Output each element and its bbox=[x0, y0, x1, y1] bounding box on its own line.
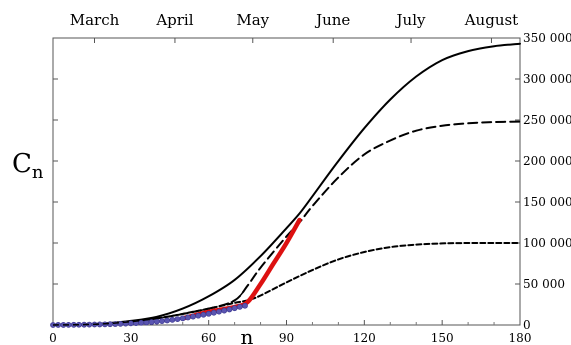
y-tick-label: 100 000 bbox=[523, 236, 571, 250]
month-label: May bbox=[236, 11, 269, 29]
month-label: March bbox=[70, 11, 120, 29]
data-point bbox=[205, 310, 212, 317]
data-point bbox=[210, 309, 217, 316]
series-line-dotted bbox=[52, 241, 521, 326]
data-point bbox=[195, 312, 202, 319]
y-tick-label: 0 bbox=[523, 318, 531, 332]
month-label: June bbox=[314, 11, 350, 29]
x-tick-label: 60 bbox=[201, 331, 216, 345]
data-point bbox=[174, 316, 181, 322]
data-point bbox=[216, 308, 222, 315]
data-point bbox=[179, 315, 186, 322]
data-point bbox=[231, 305, 238, 312]
data-point bbox=[127, 320, 134, 327]
data-point bbox=[117, 320, 124, 327]
data-point bbox=[236, 303, 243, 310]
data-point bbox=[153, 318, 160, 325]
data-point bbox=[226, 306, 233, 313]
observed-points bbox=[50, 285, 249, 328]
y-tick-label: 150 000 bbox=[523, 195, 571, 209]
x-axis-label: n bbox=[241, 325, 254, 345]
y-axis-label: Cn bbox=[12, 149, 44, 183]
x-tick-label: 0 bbox=[49, 331, 57, 345]
x-tick-label: 120 bbox=[353, 331, 376, 345]
data-point bbox=[148, 319, 155, 325]
series-line-solid-thick bbox=[180, 217, 302, 321]
fit-overlay-line bbox=[52, 285, 249, 326]
series-layer bbox=[52, 42, 521, 326]
month-label: August bbox=[464, 11, 518, 29]
month-label: July bbox=[395, 11, 426, 29]
y-tick-label: 350 000 bbox=[523, 31, 571, 45]
y-tick-label: 250 000 bbox=[523, 113, 571, 127]
data-point bbox=[185, 314, 191, 321]
y-tick-label: 200 000 bbox=[523, 154, 571, 168]
data-point bbox=[169, 316, 176, 323]
x-tick-label: 180 bbox=[509, 331, 532, 345]
x-tick-label: 150 bbox=[431, 331, 454, 345]
data-point bbox=[159, 318, 165, 324]
data-point bbox=[164, 317, 171, 324]
y-tick-label: 300 000 bbox=[523, 72, 571, 86]
x-tick-label: 30 bbox=[123, 331, 138, 345]
x-tick-label: 90 bbox=[279, 331, 294, 345]
data-point bbox=[190, 313, 196, 320]
data-point bbox=[242, 302, 248, 309]
month-label: April bbox=[155, 11, 193, 29]
y-tick-label: 50 000 bbox=[523, 277, 565, 291]
series-line-dashed bbox=[52, 120, 521, 326]
data-point bbox=[200, 311, 207, 318]
data-point bbox=[221, 307, 228, 314]
